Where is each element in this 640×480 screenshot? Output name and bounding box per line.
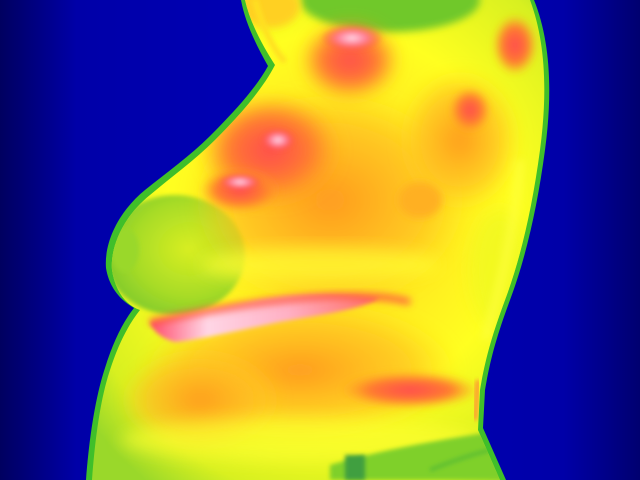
arm-edge [252,0,288,64]
chin-region [300,0,480,32]
hot-spot-neck [320,24,384,52]
waistband [330,432,520,480]
skin-fold [150,294,380,342]
